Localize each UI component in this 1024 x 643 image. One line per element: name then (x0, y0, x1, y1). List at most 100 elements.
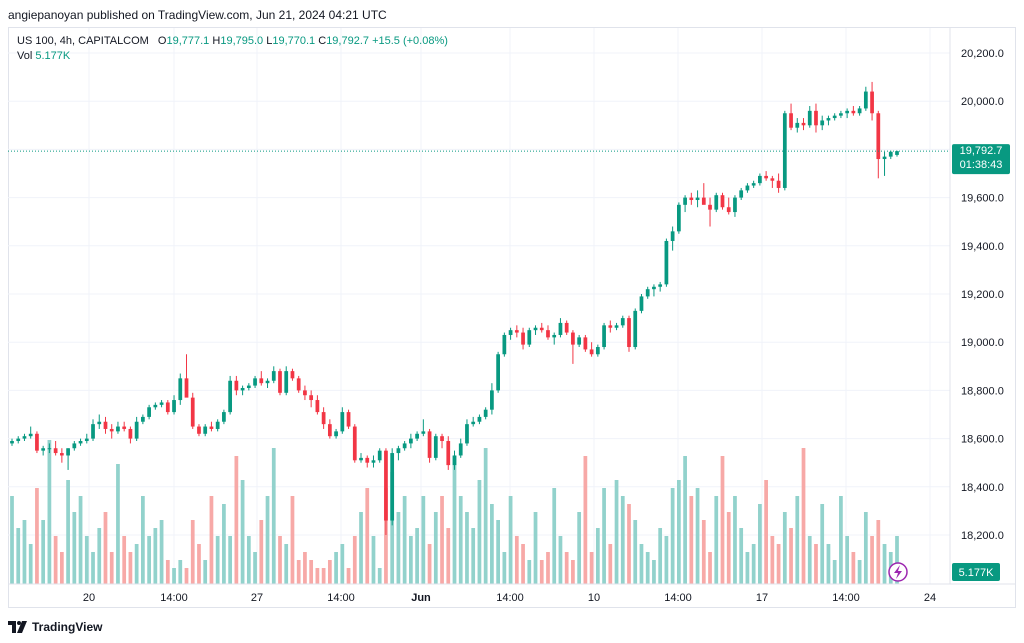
price-tick-label: 18,600.0 (961, 434, 1004, 446)
candle-body (109, 428, 114, 432)
candle-body (608, 325, 613, 328)
candle-body (577, 337, 582, 345)
volume-bar (222, 504, 226, 584)
volume-bar (639, 544, 644, 584)
candle-body (670, 231, 675, 241)
candle-body (471, 421, 476, 425)
volume-bar (608, 544, 613, 584)
low-label: L (266, 35, 273, 47)
volume-bar (215, 536, 220, 584)
volume-bar (689, 496, 694, 584)
candle-body (770, 178, 775, 181)
candle-body (490, 390, 494, 410)
candle-body (483, 409, 488, 417)
volume-bar (514, 536, 519, 584)
volume-bar (446, 528, 451, 584)
volume-bar (726, 512, 731, 584)
candle-body (452, 455, 457, 466)
candle-body (240, 387, 245, 391)
time-axis[interactable]: 20 14:00 27 14:00 Jun 14:00 10 14:00 17 14:00 24 (83, 592, 936, 604)
volume-bar (558, 536, 563, 584)
candlestick-series (10, 81, 899, 535)
candle-body (664, 240, 669, 285)
countdown-label: 01:38:43 (960, 159, 1003, 171)
candle-body (714, 195, 719, 210)
lightning-icon[interactable] (888, 562, 908, 582)
volume-bar (539, 560, 544, 584)
candle-body (315, 400, 320, 413)
candle-body (564, 322, 569, 333)
volume-bar (764, 480, 768, 584)
volume-bar (676, 480, 681, 584)
candle-body (508, 330, 513, 335)
volume-bar (184, 568, 189, 584)
candle-body (627, 318, 631, 348)
candle-body (527, 330, 532, 345)
volume-bar (552, 488, 557, 584)
candle-body (801, 122, 806, 126)
volume-bar (365, 488, 370, 584)
volume-bar (340, 544, 345, 584)
volume-bar (701, 520, 706, 584)
candle-body (701, 197, 706, 205)
volume-bar (352, 536, 357, 584)
volume-bar (458, 496, 463, 584)
volume-bar (290, 496, 295, 584)
candle-body (558, 322, 563, 335)
candle-body (159, 402, 164, 405)
candle-body (502, 334, 507, 355)
candle-body (72, 443, 77, 449)
volume-bar (240, 480, 245, 584)
candle-body (514, 330, 519, 333)
volume-bar (91, 552, 95, 584)
candle-body (253, 378, 257, 386)
volume-bar (327, 560, 332, 584)
candle-body (377, 450, 382, 461)
volume-bar (502, 552, 507, 584)
candle-body (35, 433, 39, 451)
candle-body (876, 113, 881, 160)
candle-body (496, 354, 500, 391)
volume-bar (452, 456, 457, 584)
brand-name: TradingView (32, 620, 103, 634)
candle-body (895, 151, 899, 155)
candle-body (820, 120, 825, 126)
volume-bar (633, 520, 638, 584)
volume-bar (234, 456, 239, 584)
volume-bar (483, 448, 488, 584)
candle-body (28, 433, 33, 437)
price-axis[interactable]: 20,200.020,000.019,800.019,600.019,400.0… (961, 48, 1004, 542)
candle-body (103, 421, 108, 429)
footer-brand[interactable]: TradingView (8, 617, 102, 637)
candle-body (446, 441, 451, 466)
candle-body (402, 443, 407, 449)
volume-bar (521, 544, 525, 584)
candle-body (795, 122, 800, 128)
candle-body (639, 296, 644, 311)
volume-bar (415, 528, 419, 584)
volume-bar (309, 560, 314, 584)
volume-bar (153, 528, 158, 584)
open-label: O (157, 35, 167, 47)
candle-body (334, 431, 338, 437)
candle-body (66, 448, 70, 456)
candle-body (764, 175, 768, 179)
candle-body (645, 289, 650, 297)
last-price-badge: 19,792.7 01:38:43 (952, 144, 1010, 175)
candle-body (458, 443, 463, 456)
price-tick-label: 18,200.0 (961, 530, 1004, 542)
last-price-label: 19,792.7 (960, 145, 1003, 157)
volume-bar (851, 552, 856, 584)
volume-bar (627, 504, 631, 584)
volume-bar (246, 536, 251, 584)
volume-bar (695, 488, 700, 584)
candle-body (689, 197, 694, 201)
volume-bar (303, 552, 307, 584)
volume-bar (72, 512, 77, 584)
candle-body (128, 428, 133, 439)
volume-bar (377, 568, 382, 584)
candle-body (863, 91, 868, 109)
volume-bars (10, 440, 899, 584)
candle-body (346, 412, 351, 427)
